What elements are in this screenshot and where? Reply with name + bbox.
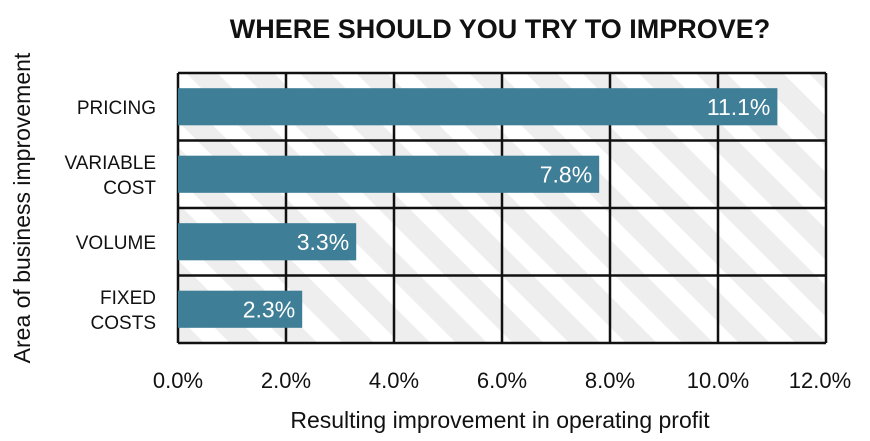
category-label: COSTS [91,313,156,334]
x-tick-labels: 0.0% 2.0% 4.0% 6.0% 8.0% 10.0% 12.0% [153,368,851,393]
bar-value-label: 3.3% [297,229,349,255]
bar-value-label: 7.8% [540,161,592,187]
x-tick-label: 6.0% [477,368,527,393]
bar [178,223,357,261]
bars: 11.1% 7.8% 3.3% 2.3% [178,88,778,328]
category-label: VOLUME [76,233,156,254]
bar [178,290,303,328]
chart-title: WHERE SHOULD YOU TRY TO IMPROVE? [230,14,771,44]
category-label: COST [103,178,156,199]
category-label: VARIABLE [64,153,156,174]
x-tick-label: 4.0% [369,368,419,393]
x-axis-title: Resulting improvement in operating profi… [290,407,710,433]
category-label: PRICING [77,98,156,119]
bar [178,155,600,193]
bar [178,88,778,126]
x-tick-label: 10.0% [687,368,749,393]
bar-value-label: 11.1% [707,94,771,120]
x-tick-label: 12.0% [789,368,851,393]
bar-value-label: 2.3% [243,296,295,322]
x-tick-label: 0.0% [153,368,203,393]
category-labels: PRICING VARIABLE COST VOLUME FIXED COSTS [64,98,156,334]
x-tick-label: 2.0% [261,368,311,393]
category-label: FIXED [100,288,156,309]
x-tick-label: 8.0% [585,368,635,393]
y-axis-title: Area of business improvement [9,52,35,363]
